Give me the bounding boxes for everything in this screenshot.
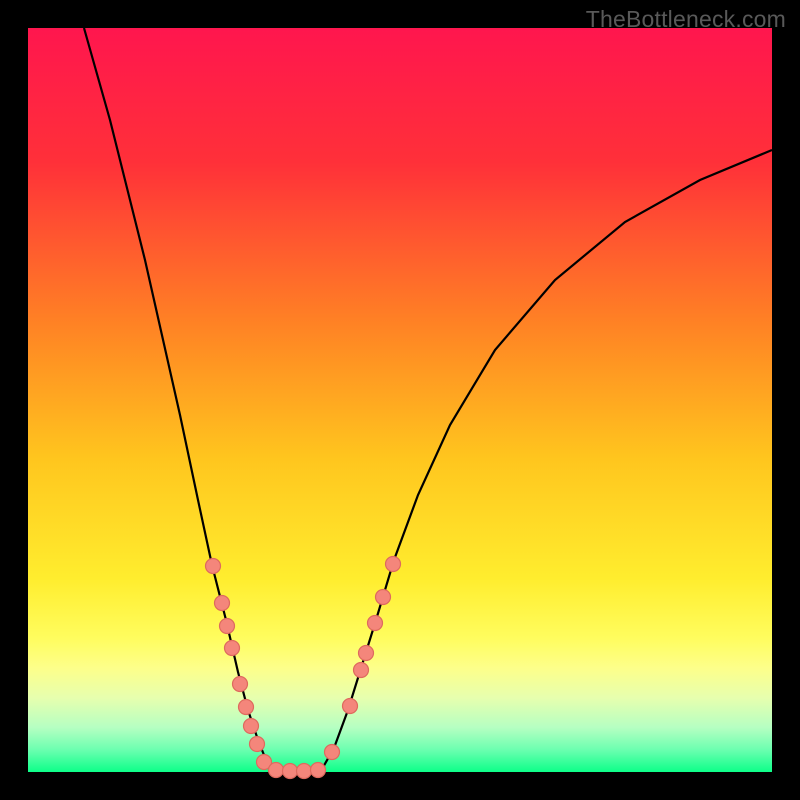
chart-container: TheBottleneck.com xyxy=(0,0,800,800)
data-marker xyxy=(239,700,254,715)
data-marker xyxy=(368,616,383,631)
data-marker xyxy=(297,764,312,779)
data-marker xyxy=(233,677,248,692)
data-marker xyxy=(325,745,340,760)
data-marker xyxy=(269,763,284,778)
data-marker xyxy=(215,596,230,611)
data-marker xyxy=(225,641,240,656)
data-marker xyxy=(386,557,401,572)
data-marker xyxy=(244,719,259,734)
data-marker xyxy=(359,646,374,661)
data-marker xyxy=(220,619,235,634)
data-marker xyxy=(283,764,298,779)
data-marker xyxy=(206,559,221,574)
bottleneck-chart xyxy=(0,0,800,800)
data-marker xyxy=(343,699,358,714)
watermark-text: TheBottleneck.com xyxy=(586,6,786,33)
data-marker xyxy=(354,663,369,678)
data-marker xyxy=(376,590,391,605)
chart-background xyxy=(28,28,772,772)
data-marker xyxy=(250,737,265,752)
data-marker xyxy=(311,763,326,778)
